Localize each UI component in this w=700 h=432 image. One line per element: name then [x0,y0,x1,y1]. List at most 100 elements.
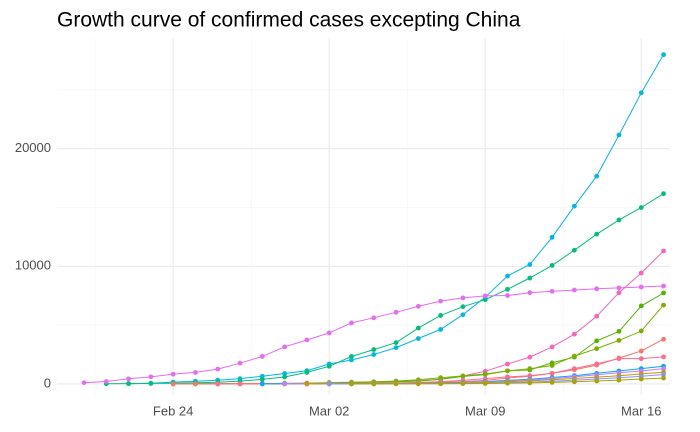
data-point [505,293,510,298]
series-line [173,250,664,385]
data-point [460,304,466,310]
data-point [371,347,377,352]
data-point [571,247,577,253]
data-point [415,381,421,387]
data-point [527,373,533,379]
data-point [193,381,198,387]
data-point [349,354,354,359]
data-point [571,203,577,209]
data-point [393,345,399,350]
data-point [638,348,644,354]
data-point [326,363,332,369]
data-point [259,354,265,359]
data-point [638,376,644,382]
data-point [393,340,399,346]
data-point [371,352,377,357]
data-point [259,376,265,382]
data-point [304,381,310,387]
data-point [415,336,421,341]
data-point [282,374,288,380]
data-point [661,302,666,308]
y-tick-label: 10000 [15,258,51,273]
data-point [549,370,555,376]
data-point [527,275,533,281]
data-point [505,361,510,367]
data-point [549,288,555,294]
data-point [527,366,533,372]
data-point [304,370,310,375]
data-point [482,381,488,386]
data-point [81,380,87,386]
series-line [173,304,664,385]
data-point [393,381,399,387]
data-point [126,381,131,387]
x-tick-label: Feb 24 [153,403,193,418]
data-point [549,234,555,240]
data-point [460,373,466,379]
data-point [326,381,332,387]
data-point [661,372,666,377]
data-point [349,357,354,363]
data-point [170,371,176,377]
data-point [638,90,644,96]
data-point [505,368,510,374]
data-point [661,366,666,372]
data-point [549,344,555,350]
data-point [349,381,354,387]
data-point [126,376,131,382]
data-point [594,346,600,352]
data-point [594,361,600,367]
data-point [638,303,644,309]
data-point [594,313,600,319]
y-tick-label: 0 [44,375,51,390]
data-point [148,374,154,380]
data-point [661,336,666,342]
data-point [415,325,421,331]
data-point [438,375,444,381]
data-point [616,338,622,343]
data-point [438,313,444,318]
data-point [594,338,600,344]
data-point [638,205,644,210]
data-point [282,371,288,376]
series-line [128,54,664,385]
chart-title: Growth curve of confirmed cases exceptin… [57,9,521,32]
data-point [103,379,109,384]
data-point [482,293,488,299]
data-point [661,290,666,296]
data-point [170,381,176,387]
data-point [616,290,622,296]
data-point [594,378,600,384]
data-point [460,312,466,318]
data-point [661,191,666,197]
data-point [661,248,666,254]
x-tick-label: Mar 02 [309,403,349,418]
data-point [638,284,644,290]
data-point [393,309,399,315]
data-point [505,273,510,279]
data-point [460,295,466,301]
data-point [571,366,577,372]
data-point [193,370,198,375]
data-point [616,328,622,334]
data-point [371,381,377,387]
data-point [527,380,533,386]
data-point [527,262,533,267]
data-point [237,360,243,366]
data-point [505,286,510,292]
data-point [638,270,644,276]
series-line [195,292,664,385]
data-point [438,381,444,387]
data-point [371,315,377,321]
data-point [594,173,600,179]
y-tick-label: 20000 [15,140,51,155]
data-point [215,366,221,372]
data-point [482,371,488,377]
data-point [304,337,310,343]
data-point [148,381,154,386]
data-point [482,297,488,303]
data-point [282,381,288,387]
data-point [549,262,555,268]
data-point [661,52,666,58]
